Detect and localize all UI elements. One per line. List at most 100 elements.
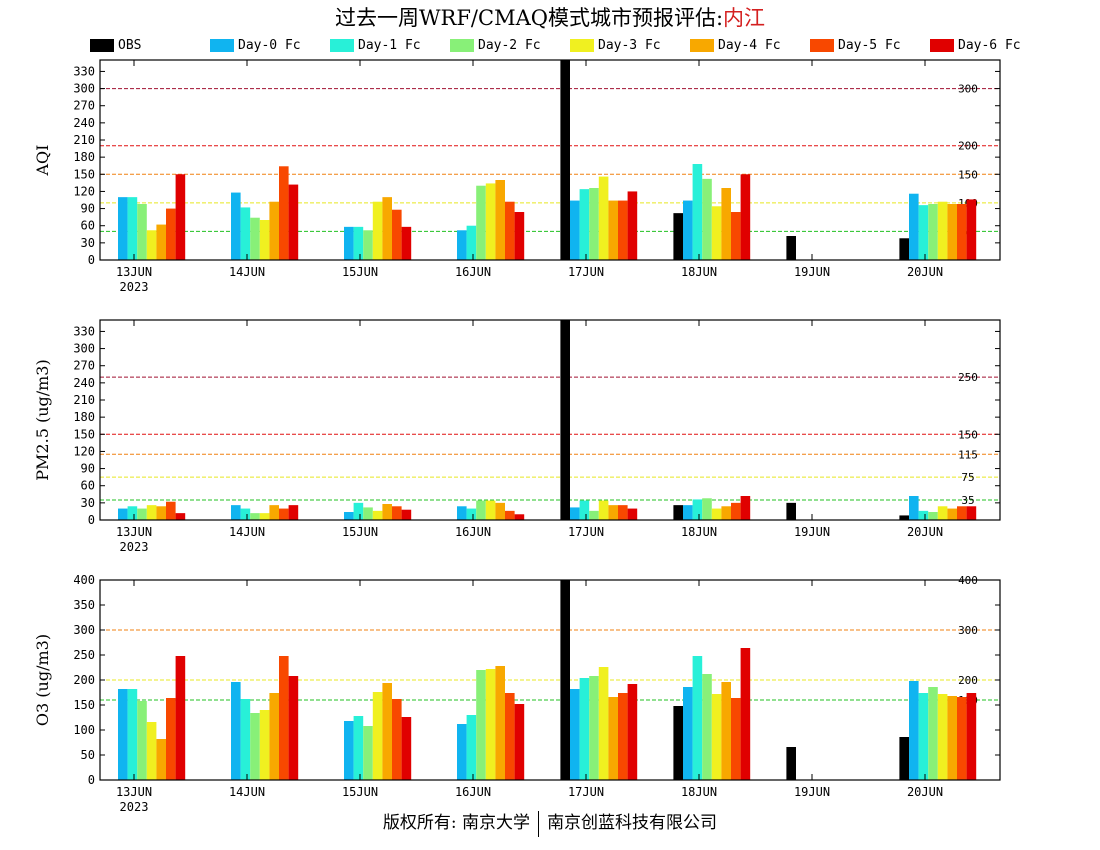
- data-bar: [947, 508, 957, 520]
- data-bar: [899, 238, 909, 260]
- data-bar: [231, 505, 241, 520]
- data-bar: [288, 184, 299, 260]
- data-bar: [909, 193, 919, 260]
- chart-title-text: 过去一周WRF/CMAQ模式城市预报评估:: [334, 6, 724, 30]
- x-tick-label: 20JUN: [907, 265, 943, 279]
- data-bar: [711, 694, 722, 780]
- data-bar: [259, 710, 270, 780]
- y-tick-label: 90: [81, 462, 95, 476]
- data-bar: [466, 225, 477, 260]
- data-bar: [514, 212, 525, 260]
- data-bar: [118, 689, 128, 780]
- y-tick-label: 60: [81, 219, 95, 233]
- legend-label: Day-1 Fc: [358, 37, 421, 53]
- y-tick-label: 240: [73, 116, 95, 130]
- data-bar: [579, 500, 590, 520]
- data-bar: [240, 207, 251, 260]
- chart-title: 过去一周WRF/CMAQ模式城市预报评估:内江: [0, 2, 1100, 32]
- data-bar: [627, 191, 638, 260]
- x-tick-label: 14JUN: [229, 265, 265, 279]
- data-bar: [505, 693, 515, 780]
- y-tick-label: 90: [81, 202, 95, 216]
- data-bar: [372, 692, 383, 780]
- legend: OBS Day-0 Fc Day-1 Fc Day-2 Fc Day-3 Fc Day-4…: [90, 36, 1090, 54]
- data-bar: [721, 506, 731, 520]
- legend-item: Day-0 Fc: [210, 36, 301, 54]
- legend-swatch: [450, 38, 474, 52]
- data-bar: [457, 230, 467, 260]
- data-bar: [288, 505, 299, 520]
- data-bar: [495, 180, 505, 260]
- y-tick-label: 0: [88, 253, 95, 267]
- data-bar: [928, 687, 938, 780]
- legend-swatch: [210, 38, 234, 52]
- data-bar: [166, 501, 176, 520]
- y-tick-label: 120: [73, 184, 95, 198]
- data-bar: [353, 716, 364, 780]
- data-bar: [966, 693, 977, 780]
- data-bar: [269, 201, 279, 260]
- data-bar: [899, 515, 909, 520]
- y-axis-label: AQI: [33, 145, 52, 177]
- data-bar: [702, 178, 712, 260]
- x-tick-label: 16JUN: [455, 785, 491, 799]
- y-axis-label: PM2.5 (ug/m3): [33, 359, 52, 480]
- data-bar: [560, 580, 570, 780]
- data-bar: [269, 505, 279, 520]
- legend-item: OBS: [90, 36, 141, 54]
- data-bar: [288, 676, 299, 780]
- y-tick-label: 300: [73, 623, 95, 637]
- data-bar: [175, 513, 186, 520]
- y-tick-label: 180: [73, 410, 95, 424]
- data-bar: [505, 510, 515, 520]
- data-bar: [683, 200, 693, 260]
- x-tick-label: 19JUN: [794, 785, 830, 799]
- data-bar: [118, 508, 128, 520]
- data-bar: [618, 200, 628, 260]
- legend-swatch: [930, 38, 954, 52]
- data-bar: [928, 512, 938, 520]
- x-tick-label: 17JUN: [568, 525, 604, 539]
- data-bar: [673, 505, 683, 520]
- data-bar: [711, 206, 722, 260]
- data-bar: [589, 676, 599, 780]
- y-tick-label: 300: [73, 342, 95, 356]
- data-bar: [259, 513, 270, 520]
- data-bar: [740, 174, 751, 260]
- data-bar: [579, 189, 590, 260]
- reference-line-label: 250: [958, 371, 978, 384]
- data-bar: [363, 726, 373, 780]
- data-bar: [683, 505, 693, 520]
- x-year-label: 2023: [120, 280, 149, 294]
- data-bar: [786, 747, 796, 780]
- legend-label: Day-2 Fc: [478, 37, 541, 53]
- data-bar: [363, 230, 373, 260]
- x-year-label: 2023: [120, 800, 149, 814]
- legend-label: Day-3 Fc: [598, 37, 661, 53]
- data-bar: [382, 197, 392, 260]
- data-bar: [909, 681, 919, 780]
- data-bar: [928, 204, 938, 260]
- reference-line-label: 115: [958, 448, 978, 461]
- x-tick-label: 20JUN: [907, 525, 943, 539]
- data-bar: [918, 510, 929, 520]
- x-tick-label: 17JUN: [568, 785, 604, 799]
- legend-label: Day-4 Fc: [718, 37, 781, 53]
- data-bar: [721, 682, 731, 780]
- data-bar: [392, 699, 402, 780]
- y-tick-label: 120: [73, 444, 95, 458]
- reference-line-label: 150: [958, 168, 978, 181]
- reference-line-label: 200: [958, 140, 978, 153]
- x-tick-label: 16JUN: [455, 265, 491, 279]
- data-bar: [598, 176, 609, 260]
- data-bar: [899, 737, 909, 780]
- data-bar: [392, 209, 402, 260]
- data-bar: [702, 498, 712, 520]
- x-tick-label: 13JUN: [116, 525, 152, 539]
- data-bar: [786, 502, 796, 520]
- x-tick-label: 15JUN: [342, 525, 378, 539]
- data-bar: [966, 199, 977, 260]
- data-bar: [231, 192, 241, 260]
- reference-line-label: 300: [958, 83, 978, 96]
- y-tick-label: 400: [73, 573, 95, 587]
